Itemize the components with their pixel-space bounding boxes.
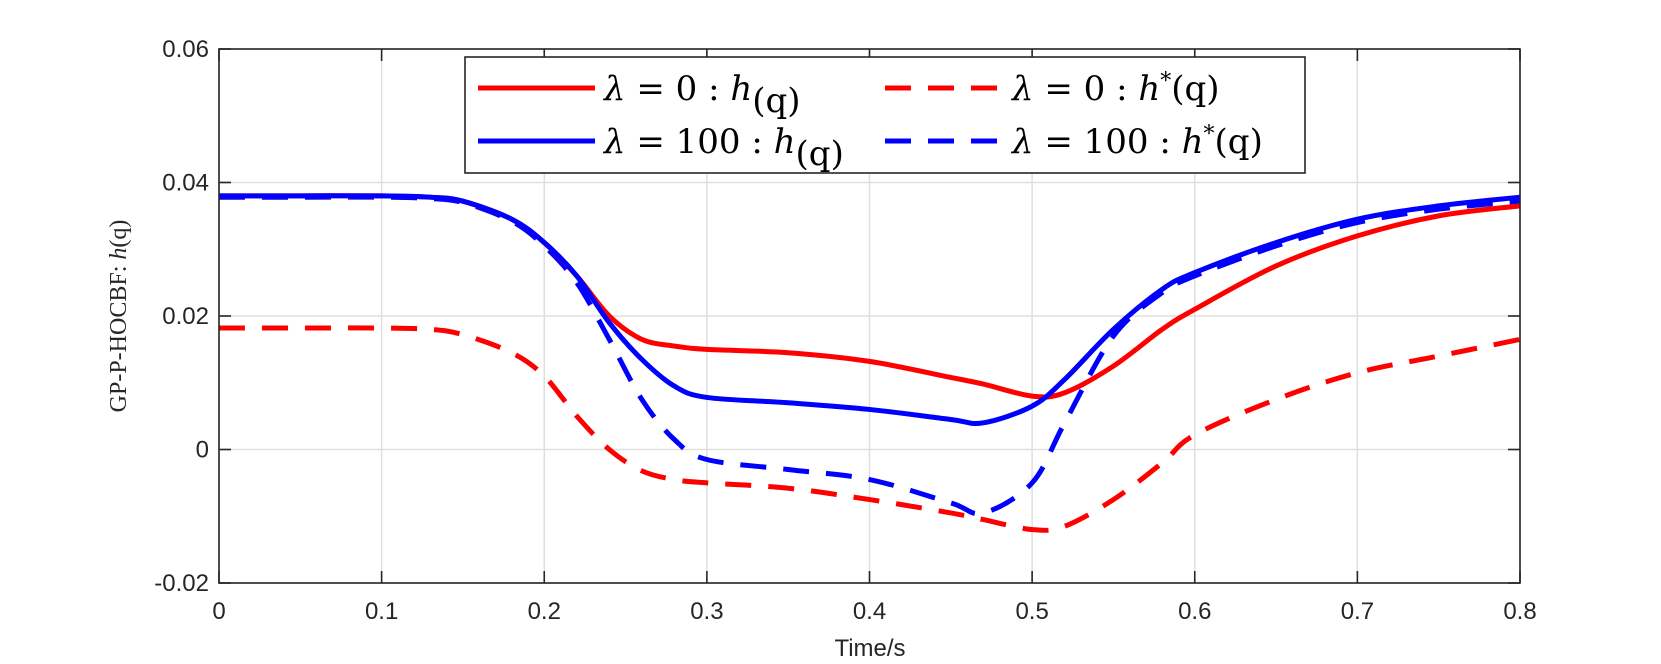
legend-lambda-3: λ xyxy=(1010,122,1034,162)
y-tick-label-2: 0.02 xyxy=(162,303,209,330)
data-series xyxy=(218,193,1521,533)
legend-box xyxy=(464,56,1306,174)
legend-entry-series-2: λ = 100 : h(q) xyxy=(478,122,844,174)
x-tick-label-2: 0.2 xyxy=(528,598,561,625)
legend-value-2: = 100 : xyxy=(626,122,774,162)
legend-star-1: * xyxy=(1160,69,1171,94)
legend-lambda-0: λ xyxy=(602,69,626,109)
legend-func-2: h xyxy=(774,122,796,162)
svg-text:λ = 100 : h(q): λ = 100 : h(q) xyxy=(602,122,844,174)
x-tick-label-6: 0.6 xyxy=(1178,598,1211,625)
axis-ticks xyxy=(218,48,1521,584)
y-axis-label: GP-P-HOCBF: h(q) xyxy=(106,220,132,413)
series-line-2 xyxy=(218,193,1521,427)
legend-arg-0: (q) xyxy=(752,81,800,121)
legend-func-3: h xyxy=(1182,122,1204,162)
y-tick-label-1: 0 xyxy=(196,437,209,464)
x-tick-label-4: 0.4 xyxy=(853,598,886,625)
legend-arg-2: (q) xyxy=(796,134,844,174)
x-tick-label-7: 0.7 xyxy=(1341,598,1374,625)
y-axis-label-arg: (q) xyxy=(106,220,132,248)
y-tick-labels: -0.02 0 0.02 0.04 0.06 xyxy=(154,36,209,597)
legend-lambda-2: λ xyxy=(602,122,626,162)
svg-text:λ = 0 : h*(q): λ = 0 : h*(q) xyxy=(1010,69,1220,109)
legend-entry-series-0: λ = 0 : h(q) xyxy=(478,69,801,121)
legend-arg-1: (q) xyxy=(1171,69,1219,109)
legend-entry-series-1: λ = 0 : h*(q) xyxy=(885,69,1220,109)
legend-value-3: = 100 : xyxy=(1034,122,1182,162)
legend-value-1: = 0 : xyxy=(1034,69,1139,109)
svg-text:λ = 100 : h*(q): λ = 100 : h*(q) xyxy=(1010,122,1263,162)
legend-func-0: h xyxy=(730,69,752,109)
legend-lambda-1: λ xyxy=(1010,69,1034,109)
legend-entry-series-3: λ = 100 : h*(q) xyxy=(885,122,1263,162)
x-tick-label-3: 0.3 xyxy=(690,598,723,625)
legend-func-1: h xyxy=(1138,69,1160,109)
y-tick-label-4: 0.06 xyxy=(162,36,209,63)
legend-arg-3: (q) xyxy=(1215,122,1263,162)
x-tick-label-0: 0 xyxy=(212,598,225,625)
svg-text:λ = 0 : h(q): λ = 0 : h(q) xyxy=(602,69,801,121)
legend-value-0: = 0 : xyxy=(626,69,731,109)
x-tick-labels: 0 0.1 0.2 0.3 0.4 0.5 0.6 0.7 0.8 xyxy=(212,598,1536,625)
x-tick-label-1: 0.1 xyxy=(365,598,398,625)
y-tick-label-3: 0.04 xyxy=(162,170,209,197)
y-axis-label-func: h xyxy=(106,248,132,260)
x-tick-label-8: 0.8 xyxy=(1503,598,1536,625)
y-axis-label-prefix: GP-P-HOCBF: xyxy=(106,260,132,413)
y-tick-label-0: -0.02 xyxy=(154,570,209,597)
legend: λ = 0 : h(q) λ = 0 : h*(q) λ = 100 : h(q… xyxy=(464,56,1306,174)
legend-star-3: * xyxy=(1204,122,1215,147)
x-axis-label: Time/s xyxy=(834,635,905,662)
series-line-1 xyxy=(219,325,1521,533)
x-tick-label-5: 0.5 xyxy=(1015,598,1048,625)
